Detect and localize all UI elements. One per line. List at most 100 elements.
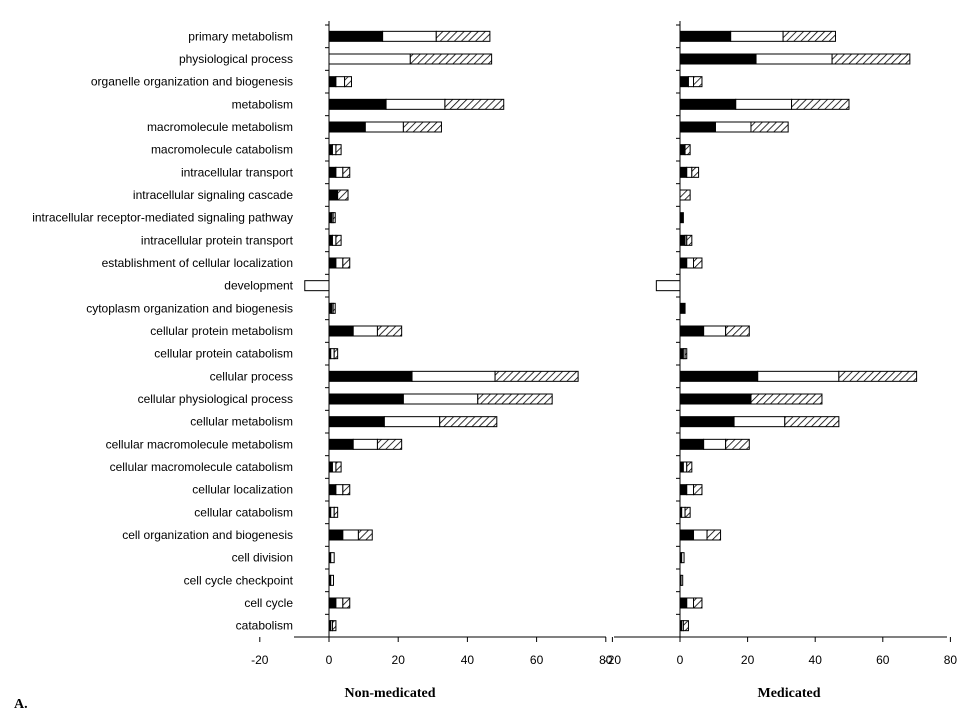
bar-segment-white [686,166,693,178]
category-label: cellular localization [192,483,293,497]
bar-segment-white [342,529,359,541]
bar-segment-solid [328,189,339,201]
bar-segment-solid [679,529,695,541]
figure-label: A. [14,697,28,712]
bar-segment-white [382,30,437,42]
bar-segment-hatched [335,461,342,473]
value-tick-label: -20 [604,653,622,667]
bar-segment-white [352,438,378,450]
bar-segment-white [335,257,344,269]
bar-segment-hatched [332,212,336,224]
category-label: cell cycle [244,596,293,610]
value-tick-label: 80 [944,653,958,667]
bar-segment-solid [679,53,757,65]
bar-segment-white [330,348,335,360]
bar-segment-solid [679,30,732,42]
bar-segment-hatched [342,257,351,269]
bar-segment-solid [328,121,366,133]
bar-segment-hatched [332,302,336,314]
bar-segment-hatched [679,189,691,201]
bar-segment-white [335,597,344,609]
category-label: cell cycle checkpoint [184,573,294,587]
bar-segment-solid [328,166,337,178]
bar-segment-solid [328,484,337,496]
bar-segment-white [328,53,411,65]
category-label: cellular physiological process [138,392,293,406]
category-label: intracellular transport [181,165,294,179]
bar-segment-hatched [693,484,703,496]
bar-segment-hatched [750,121,789,133]
bar-segment-white [680,574,684,586]
bar-segment-solid [328,325,354,337]
bar-segment-hatched [784,416,840,428]
value-tick-label: 0 [326,653,333,667]
category-label: physiological process [179,52,293,66]
bar-segment-solid [679,98,737,110]
category-label: macromolecule metabolism [147,120,293,134]
bar-segment-white [681,506,686,518]
bar-segment-white [735,98,793,110]
bar-segment-white [655,280,681,292]
bar-segment-hatched [435,30,491,42]
bar-segment-solid [328,370,413,382]
bar-segment-hatched [342,597,351,609]
value-tick-label: 60 [530,653,544,667]
category-label: intracellular signaling cascade [133,188,293,202]
value-tick-label: 0 [677,653,684,667]
bar-segment-solid [679,166,688,178]
bar-segment-hatched [684,506,691,518]
bar-segment-solid [328,438,354,450]
bar-segment-white [755,53,833,65]
bar-segment-solid [679,393,752,405]
category-label: cell division [232,551,293,565]
bar-segment-solid [679,461,684,473]
bar-segment-hatched [684,348,688,360]
bar-segment-solid [679,76,689,88]
bar-segment-solid [328,597,337,609]
panel-title: Non-medicated [345,686,436,701]
bar-segment-white [687,76,695,88]
value-tick-label: 40 [461,653,475,667]
value-tick-label: -20 [251,653,269,667]
bar-segment-solid [328,98,387,110]
category-label: cellular catabolism [194,505,293,519]
bar-segment-hatched [357,529,373,541]
category-label: cellular process [210,369,293,383]
bar-segment-solid [328,257,337,269]
bar-segment-solid [328,461,333,473]
bar-segment-white [335,166,344,178]
bar-segment-white [703,438,727,450]
bar-segment-white [385,98,446,110]
bar-segment-hatched [791,98,850,110]
bar-segment-white [730,30,784,42]
bar-segment-white [331,234,337,246]
bar-segment-hatched [782,30,836,42]
bar-segment-white [682,461,688,473]
bar-segment-solid [328,393,404,405]
value-tick-label: 20 [741,653,755,667]
bar-segment-white [693,529,708,541]
bar-segment-white [757,370,840,382]
panel-title: Medicated [758,686,821,701]
category-label: cellular protein catabolism [154,347,293,361]
category-label: organelle organization and biogenesis [91,75,293,89]
bar-segment-hatched [686,461,693,473]
category-label: metabolism [232,97,293,111]
bar-segment-white [402,393,479,405]
bar-segment-hatched [831,53,911,65]
bar-segment-white [331,461,337,473]
category-label: macromolecule catabolism [151,143,293,157]
category-label: cellular protein metabolism [150,324,293,338]
category-label: intracellular receptor-mediated signalin… [32,211,293,225]
bar-segment-solid [679,484,688,496]
bar-segment-solid [679,302,686,314]
bar-segment-hatched [706,529,722,541]
bar-segment-hatched [376,438,403,450]
bar-segment-hatched [439,416,498,428]
bar-segment-hatched [344,76,352,88]
bar-segment-solid [679,212,684,224]
value-tick-label: 80 [599,653,613,667]
category-label: establishment of cellular localization [102,256,293,270]
bar-segment-white [330,574,334,586]
